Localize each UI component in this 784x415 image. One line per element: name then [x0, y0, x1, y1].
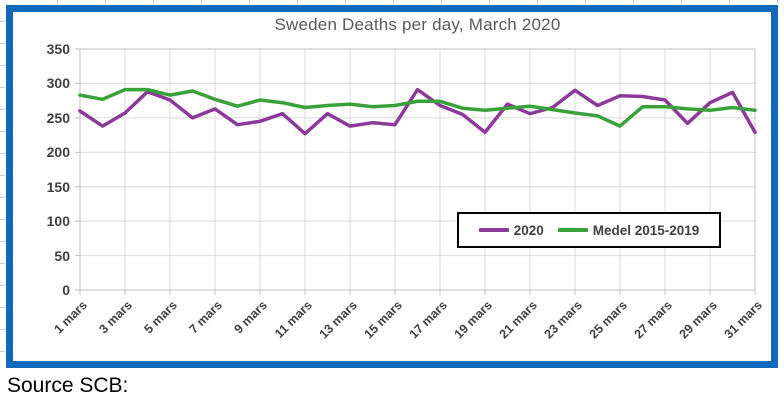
series-line-medel-2015-2019 — [78, 87, 757, 128]
plot-area — [75, 48, 757, 295]
sheet-column-gridline-ticks — [10, 0, 778, 4]
y-tick-label: 250 — [46, 109, 70, 126]
y-tick-label: 50 — [54, 247, 70, 264]
series-line-2020 — [78, 87, 757, 136]
legend-label-medel: Medel 2015-2019 — [592, 222, 700, 238]
legend-item-medel: Medel 2015-2019 — [557, 222, 700, 238]
chart-title: Sweden Deaths per day, March 2020 — [274, 15, 561, 34]
legend-swatch-medel — [557, 228, 588, 232]
legend-swatch-2020 — [478, 228, 509, 232]
legend-item-2020: 2020 — [478, 222, 544, 238]
y-tick-label: 300 — [46, 75, 70, 92]
y-tick-label: 350 — [46, 41, 70, 57]
y-tick-label: 150 — [46, 178, 70, 195]
y-tick-label: 200 — [46, 144, 70, 161]
line-chart — [75, 48, 757, 295]
source-note: Source SCB: — [7, 374, 129, 397]
chart-legend[interactable]: 2020 Medel 2015-2019 — [457, 212, 721, 248]
plot-border — [79, 48, 756, 291]
y-tick-label: 100 — [46, 213, 70, 230]
y-tick-label: 0 — [62, 282, 70, 298]
sheet-row-gridline-ticks — [0, 0, 5, 370]
legend-label-2020: 2020 — [513, 222, 544, 238]
